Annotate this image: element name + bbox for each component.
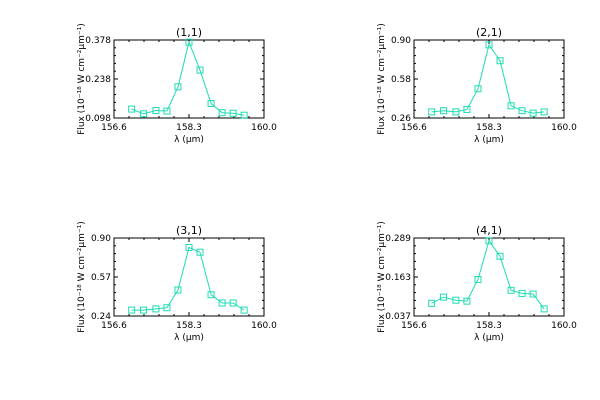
series-line [131,40,245,116]
chart-panel-1: (1,1) 156.6 158.3 160.0 0.098 0.238 0.378 λ (μm… [77,23,277,145]
panel-title: (2,1) [476,26,502,39]
data-point [440,293,448,301]
data-point [196,66,204,74]
data-point [240,306,248,314]
data-point [163,304,171,312]
data-point [507,102,515,110]
x-tick-label: 158.3 [176,321,202,331]
x-tick-label: 156.6 [101,123,127,133]
x-axis-label: λ (μm) [174,333,204,343]
data-point [540,108,548,116]
data-point [229,109,237,117]
x-axis-label: λ (μm) [474,333,504,343]
chart-panel-2: (2,1) 156.6 158.3 160.0 0.26 0.58 0.90 λ (μm) Fl… [377,23,577,145]
plot-frame [413,39,565,119]
data-point [128,105,136,113]
plot-frame [113,39,265,119]
data-point [474,275,482,283]
panel-title: (4,1) [476,224,502,237]
data-point [507,286,515,294]
data-point [218,109,226,117]
data-point [463,297,471,305]
y-axis-label: Flux (10⁻¹⁸ W cm⁻²μm⁻¹) [377,23,387,135]
data-point [518,289,526,297]
data-point [152,305,160,313]
y-tick-label: 0.037 [385,312,411,322]
data-point [463,105,471,113]
y-tick-label: 0.26 [391,114,411,124]
data-point [207,100,215,108]
plot-frame [113,237,265,317]
panel-title: (1,1) [176,26,202,39]
data-point [440,107,448,115]
chart-panel-4: (4,1) 156.6 158.3 160.0 0.037 0.163 0.289 λ (μm… [377,221,577,343]
data-point [485,237,493,245]
data-point [196,248,204,256]
data-point [518,107,526,115]
x-tick-label: 160.0 [251,123,277,133]
data-point [229,299,237,307]
data-point [540,305,548,313]
x-axis-label: λ (μm) [174,135,204,145]
x-tick-label: 158.3 [176,123,202,133]
data-point [207,291,215,299]
panel-title: (3,1) [176,224,202,237]
x-tick-label: 156.6 [401,123,427,133]
x-tick-label: 160.0 [251,321,277,331]
data-point [474,85,482,93]
data-point [496,252,504,260]
data-point [529,109,537,117]
data-point [218,299,226,307]
data-point [174,83,182,91]
chart-panel-3: (3,1) 156.6 158.3 160.0 0.24 0.57 0.90 λ (μm) Fl… [77,221,277,343]
y-tick-label: 0.098 [85,114,111,124]
y-tick-label: 0.57 [91,273,111,283]
data-point [485,41,493,49]
y-tick-label: 0.24 [91,312,111,322]
y-tick-label: 0.289 [385,234,411,244]
series-line [431,239,545,310]
x-tick-label: 160.0 [551,321,577,331]
y-tick-label: 0.163 [385,273,411,283]
series-line [131,246,245,311]
data-point [140,306,148,314]
x-tick-label: 156.6 [401,321,427,331]
data-point [163,107,171,115]
y-axis-label: Flux (10⁻¹⁸ W cm⁻²μm⁻¹) [377,221,387,333]
y-tick-label: 0.90 [91,234,111,244]
x-tick-label: 158.3 [476,123,502,133]
y-axis-label: Flux (10⁻¹⁸ W cm⁻²μm⁻¹) [77,23,87,135]
y-tick-label: 0.58 [391,75,411,85]
data-point [185,243,193,251]
data-point [128,306,136,314]
data-point [529,290,537,298]
y-tick-label: 0.90 [391,36,411,46]
y-axis-label: Flux (10⁻¹⁸ W cm⁻²μm⁻¹) [77,221,87,333]
data-point [185,38,193,46]
y-tick-label: 0.238 [85,75,111,85]
data-point [428,108,436,116]
data-point [152,106,160,114]
y-tick-label: 0.378 [85,36,111,46]
x-tick-label: 158.3 [476,321,502,331]
series-line [431,43,545,114]
data-point [496,57,504,65]
plot-frame [413,237,565,317]
x-tick-label: 156.6 [101,321,127,331]
data-point [174,286,182,294]
data-point [240,111,248,119]
data-point [428,299,436,307]
data-point [452,108,460,116]
x-tick-label: 160.0 [551,123,577,133]
data-point [452,296,460,304]
x-axis-label: λ (μm) [474,135,504,145]
data-point [140,110,148,118]
